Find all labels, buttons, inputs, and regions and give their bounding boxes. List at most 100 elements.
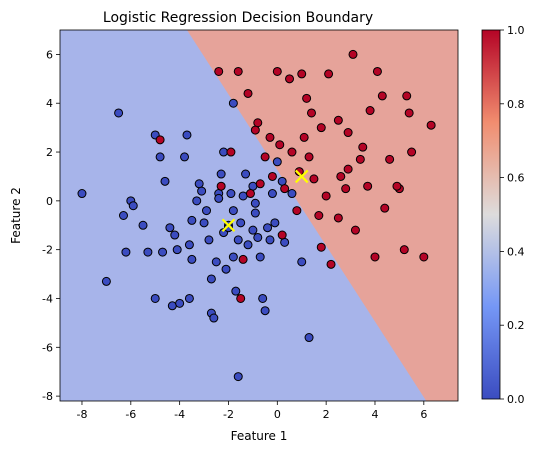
data-point-class-0 bbox=[77, 189, 87, 199]
data-point-class-1 bbox=[333, 213, 343, 223]
y-tick-label: 0 bbox=[46, 195, 53, 208]
data-point-class-0 bbox=[233, 235, 243, 245]
x-axis-label: Feature 1 bbox=[231, 429, 288, 443]
data-point-class-0 bbox=[255, 252, 265, 262]
data-point-class-0 bbox=[248, 181, 258, 191]
data-point-class-1 bbox=[350, 225, 360, 235]
x-axis-ticks: -8 -6 -4 -2 0 2 4 6 bbox=[76, 401, 427, 421]
data-point-class-1 bbox=[407, 147, 417, 157]
data-point-class-0 bbox=[253, 232, 263, 242]
data-point-class-1 bbox=[404, 108, 414, 118]
data-point-class-1 bbox=[216, 181, 226, 191]
y-tick-label: 4 bbox=[46, 97, 53, 110]
data-point-class-1 bbox=[316, 242, 326, 252]
data-point-class-0 bbox=[258, 293, 268, 303]
data-point-class-1 bbox=[304, 152, 314, 162]
colorbar-tick-label: 1.0 bbox=[507, 24, 525, 37]
data-point-class-0 bbox=[221, 264, 231, 274]
data-point-class-1 bbox=[292, 206, 302, 216]
colorbar-tick-label: 0.6 bbox=[507, 172, 525, 185]
data-point-class-1 bbox=[309, 174, 319, 184]
data-point-class-1 bbox=[343, 128, 353, 138]
data-point-class-0 bbox=[138, 220, 148, 230]
data-point-class-1 bbox=[238, 254, 248, 264]
data-point-class-0 bbox=[250, 198, 260, 208]
data-point-class-1 bbox=[233, 66, 243, 76]
data-point-class-1 bbox=[250, 125, 260, 135]
data-point-class-1 bbox=[236, 293, 246, 303]
x-tick-label: 6 bbox=[420, 408, 427, 421]
data-point-class-1 bbox=[370, 252, 380, 262]
data-point-class-1 bbox=[277, 230, 287, 240]
x-tick-label: -8 bbox=[76, 408, 87, 421]
data-point-class-0 bbox=[236, 218, 246, 228]
data-point-class-1 bbox=[272, 66, 282, 76]
data-point-class-0 bbox=[143, 247, 153, 257]
data-point-class-1 bbox=[419, 252, 429, 262]
data-point-class-0 bbox=[226, 189, 236, 199]
data-point-class-1 bbox=[385, 154, 395, 164]
data-point-class-1 bbox=[302, 93, 312, 103]
data-point-class-1 bbox=[380, 203, 390, 213]
data-point-class-1 bbox=[333, 115, 343, 125]
colorbar-tick-label: 0.8 bbox=[507, 98, 525, 111]
data-point-class-0 bbox=[277, 176, 287, 186]
data-point-class-0 bbox=[304, 333, 314, 343]
colorbar-gradient bbox=[481, 29, 501, 400]
data-point-class-0 bbox=[128, 201, 138, 211]
plot-area bbox=[60, 30, 458, 401]
data-point-class-0 bbox=[219, 147, 229, 157]
data-point-class-1 bbox=[326, 259, 336, 269]
data-point-class-1 bbox=[260, 152, 270, 162]
data-point-class-1 bbox=[299, 132, 309, 142]
data-point-class-1 bbox=[265, 132, 275, 142]
data-point-class-0 bbox=[187, 215, 197, 225]
data-point-class-1 bbox=[306, 108, 316, 118]
data-point-class-0 bbox=[228, 252, 238, 262]
data-point-class-1 bbox=[287, 147, 297, 157]
data-point-class-0 bbox=[228, 206, 238, 216]
data-point-class-0 bbox=[280, 237, 290, 247]
data-point-class-0 bbox=[118, 211, 128, 220]
data-point-class-0 bbox=[272, 157, 282, 167]
data-point-class-1 bbox=[285, 74, 295, 84]
data-point-class-0 bbox=[231, 286, 241, 296]
data-point-class-0 bbox=[248, 225, 258, 235]
data-point-class-0 bbox=[238, 191, 248, 201]
data-point-class-0 bbox=[172, 245, 182, 255]
data-point-class-1 bbox=[358, 142, 368, 152]
data-point-class-1 bbox=[321, 191, 331, 201]
data-point-class-1 bbox=[399, 245, 409, 255]
data-point-class-1 bbox=[316, 123, 326, 133]
data-point-class-0 bbox=[155, 152, 165, 162]
data-point-class-0 bbox=[297, 257, 307, 267]
data-point-class-1 bbox=[341, 184, 351, 194]
scatter-points bbox=[77, 49, 436, 382]
y-axis-ticks: -8 -6 -4 -2 0 2 4 6 bbox=[42, 48, 60, 403]
data-point-class-0 bbox=[165, 223, 175, 233]
y-tick-label: -6 bbox=[42, 341, 53, 354]
x-tick-label: 4 bbox=[371, 408, 378, 421]
data-point-class-0 bbox=[260, 306, 270, 316]
data-point-class-1 bbox=[372, 66, 382, 76]
data-point-class-1 bbox=[365, 106, 375, 116]
data-point-class-1 bbox=[226, 147, 236, 157]
data-point-class-0 bbox=[180, 152, 190, 162]
data-point-class-0 bbox=[175, 298, 185, 308]
x-tick-label: -4 bbox=[174, 408, 185, 421]
data-point-class-0 bbox=[243, 240, 253, 250]
data-point-class-1 bbox=[297, 69, 307, 79]
colorbar-ticks: 0.0 0.2 0.4 0.6 0.8 1.0 bbox=[500, 24, 525, 406]
x-tick-label: 0 bbox=[274, 408, 281, 421]
data-point-class-1 bbox=[267, 171, 277, 181]
data-point-class-1 bbox=[377, 91, 387, 101]
data-point-class-0 bbox=[170, 230, 180, 240]
data-point-class-0 bbox=[204, 235, 214, 245]
data-point-class-1 bbox=[324, 69, 334, 79]
data-point-class-0 bbox=[184, 293, 194, 303]
data-point-class-1 bbox=[280, 184, 290, 194]
data-point-class-1 bbox=[426, 120, 436, 130]
data-point-class-0 bbox=[211, 257, 221, 267]
